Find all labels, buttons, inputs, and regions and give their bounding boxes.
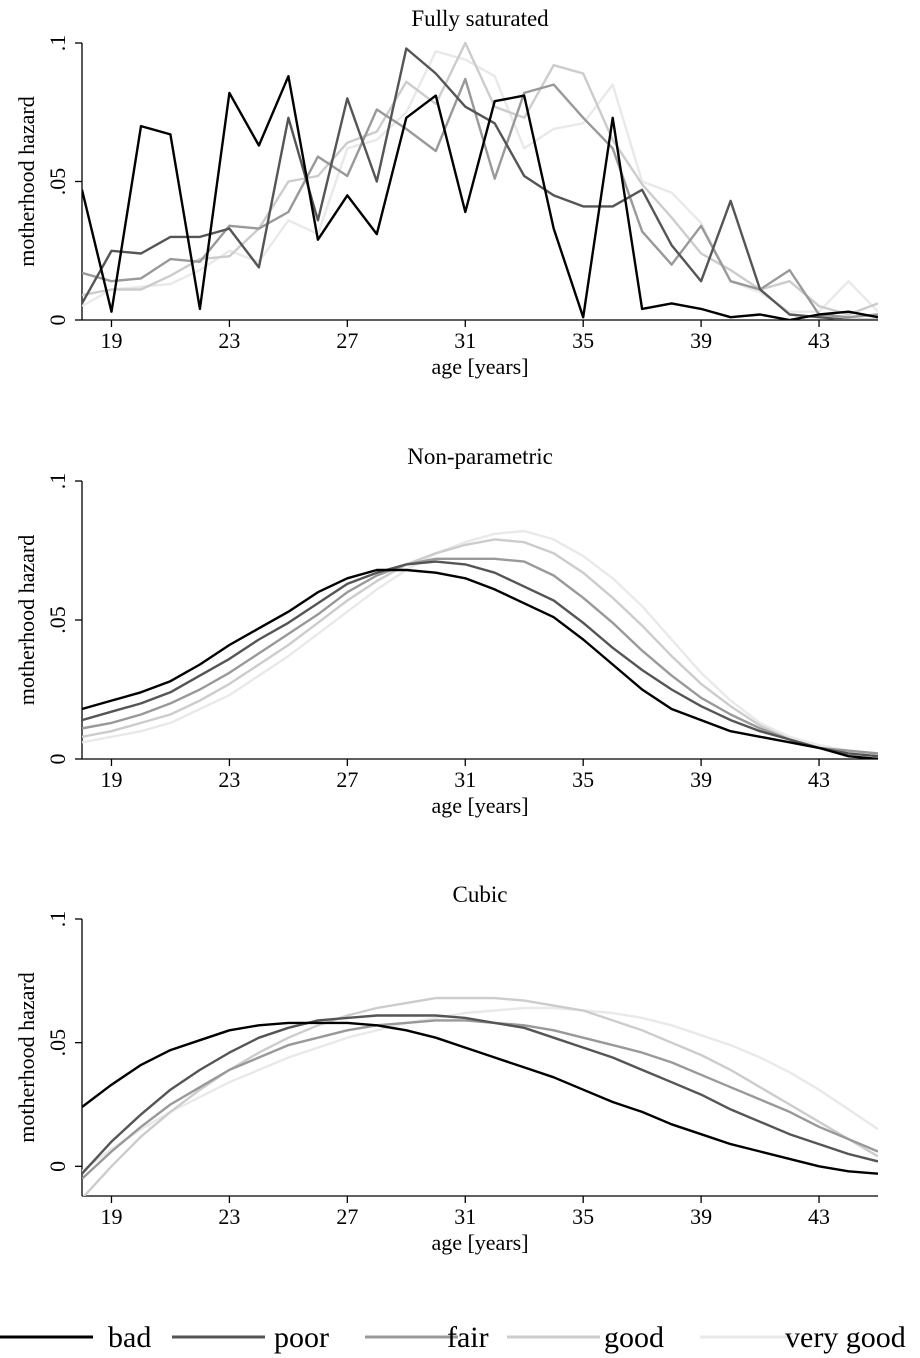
y-tick-label: .05: [45, 1029, 70, 1057]
x-tick-label: 19: [100, 1204, 122, 1229]
x-tick-label: 35: [572, 328, 594, 353]
x-tick-label: 43: [808, 1204, 830, 1229]
x-tick-label: 23: [218, 1204, 240, 1229]
x-tick-label: 43: [808, 328, 830, 353]
series-line-bad: [82, 568, 878, 759]
legend-label: very good: [785, 1321, 906, 1354]
y-tick-label: 0: [45, 1161, 70, 1172]
y-tick-label: .1: [45, 35, 70, 52]
x-tick-label: 31: [454, 328, 476, 353]
y-axis-label: motherhood hazard: [14, 535, 39, 705]
series-line-good: [82, 41, 878, 316]
series-line-bad: [82, 1021, 878, 1175]
x-tick-label: 35: [572, 767, 594, 792]
x-tick-label: 31: [454, 1204, 476, 1229]
y-tick-label: .05: [45, 606, 70, 634]
series-line-good: [82, 538, 878, 755]
legend-label: fair: [447, 1321, 489, 1354]
x-tick-label: 23: [218, 328, 240, 353]
chart-title: Non-parametric: [407, 444, 553, 469]
x-tick-label: 39: [690, 767, 712, 792]
legend-label: poor: [274, 1321, 329, 1354]
y-axis-label: motherhood hazard: [14, 972, 39, 1142]
x-axis-label: age [years]: [431, 793, 528, 818]
series-line-fair: [82, 77, 878, 319]
series-line-very-good: [82, 1006, 878, 1173]
y-tick-label: .1: [45, 473, 70, 490]
chart-title: Cubic: [453, 882, 508, 907]
legend-label: bad: [108, 1321, 151, 1354]
legend: bad poor fair good very good: [0, 1321, 906, 1354]
y-axis-label: motherhood hazard: [14, 96, 39, 266]
y-tick-label: .1: [45, 911, 70, 928]
x-tick-label: 27: [336, 1204, 358, 1229]
x-tick-label: 19: [100, 328, 122, 353]
x-tick-label: 23: [218, 767, 240, 792]
series-line-very-good: [82, 50, 878, 313]
series-line-poor: [82, 47, 878, 320]
x-tick-label: 43: [808, 767, 830, 792]
x-tick-label: 27: [336, 328, 358, 353]
y-tick-label: 0: [45, 315, 70, 326]
series-line-fair: [82, 557, 878, 755]
x-tick-label: 31: [454, 767, 476, 792]
x-axis-label: age [years]: [431, 1230, 528, 1255]
x-tick-label: 39: [690, 328, 712, 353]
chart-panel-1: Fully saturated 0 .05 .1 19 23 27 31 35 39 43 age […: [14, 6, 878, 379]
chart-panel-2: Non-parametric 0 .05 .1 19 23 27 31 35 39 43 age [y…: [14, 444, 878, 818]
y-tick-label: 0: [45, 754, 70, 765]
x-axis-label: age [years]: [431, 354, 528, 379]
x-tick-label: 19: [100, 767, 122, 792]
series-line-fair: [82, 1019, 878, 1180]
series-line-poor: [82, 1014, 878, 1175]
x-tick-label: 35: [572, 1204, 594, 1229]
y-tick-label: .05: [45, 168, 70, 196]
chart-panel-3: Cubic 0 .05 .1 19 23 27 31 35 39 43 age [years] moth…: [14, 882, 878, 1255]
series-line-very-good: [82, 529, 878, 755]
x-tick-label: 39: [690, 1204, 712, 1229]
series-line-poor: [82, 560, 878, 758]
chart-title: Fully saturated: [411, 6, 549, 31]
legend-label: good: [604, 1321, 664, 1354]
x-tick-label: 27: [336, 767, 358, 792]
series-line-bad: [82, 74, 878, 320]
